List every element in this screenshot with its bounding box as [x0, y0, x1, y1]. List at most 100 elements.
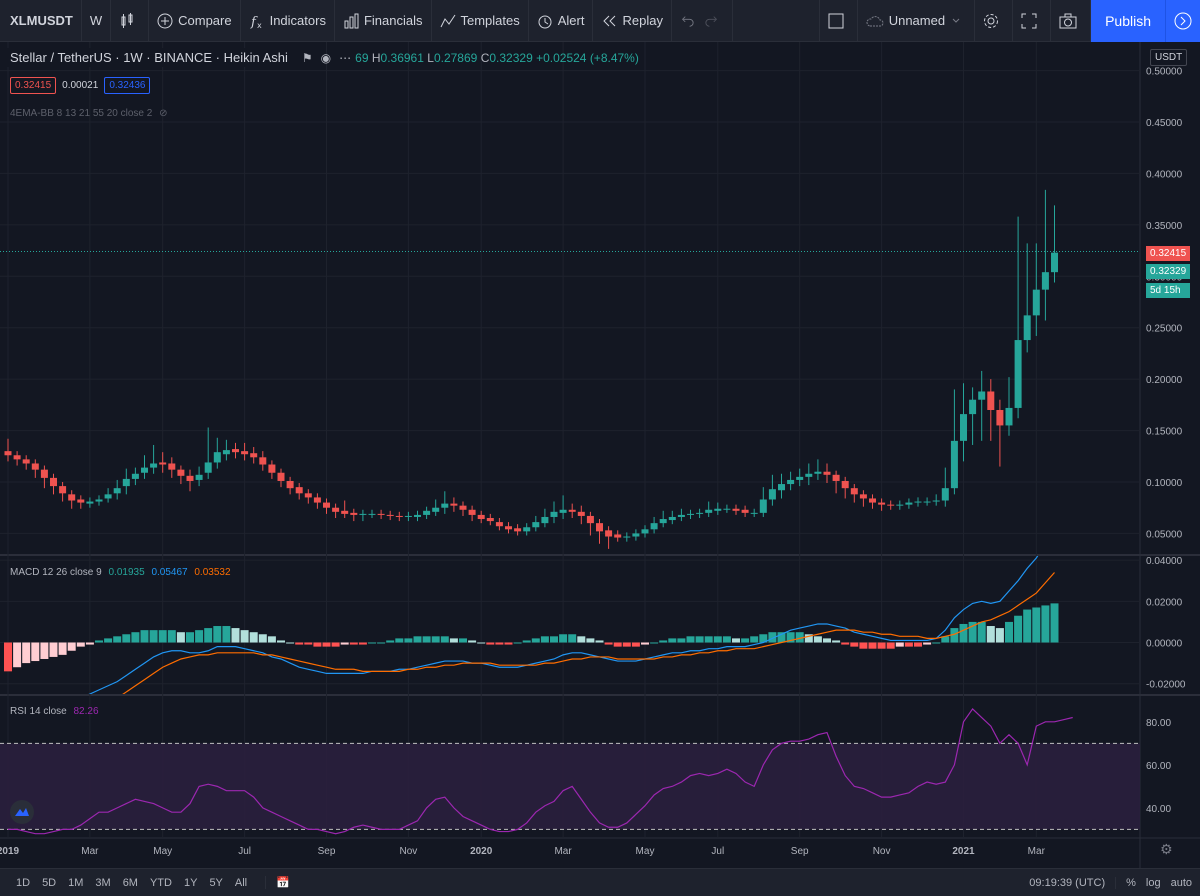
candle-body	[532, 522, 540, 528]
macd-histogram-bar	[22, 642, 31, 664]
signal-line	[122, 572, 1055, 694]
macd-histogram-bar	[786, 632, 795, 643]
clock-button[interactable]: 09:19:39 (UTC)	[1029, 876, 1106, 889]
candle-body	[550, 511, 558, 517]
candle-body	[932, 500, 940, 502]
macd-histogram-bar	[550, 636, 558, 643]
signal-value: 0.05467	[151, 567, 188, 578]
macd-histogram-bar	[732, 638, 740, 643]
interval-button[interactable]: W	[82, 0, 112, 42]
candle-body	[368, 513, 376, 515]
candle-body	[514, 528, 522, 532]
range-5y[interactable]: 5Y	[209, 876, 223, 889]
range-5d[interactable]: 5D	[42, 876, 57, 889]
macd-histogram-bar	[850, 642, 859, 647]
series-title[interactable]: Stellar / TetherUS · 1W · BINANCE · Heik…	[4, 48, 294, 67]
currency-button[interactable]: USDT	[1150, 49, 1188, 66]
macd-histogram-bar	[1005, 621, 1013, 643]
settings-button[interactable]	[975, 0, 1014, 42]
macd-histogram-bar	[231, 628, 240, 643]
candle-body	[113, 488, 121, 494]
redo-icon[interactable]	[705, 14, 719, 28]
ema-legend-label: 4EMA-BB 8 13 21 55 20 close 2	[10, 108, 153, 119]
macd-histogram-bar	[595, 640, 604, 643]
date-ranges: 1D 5D 1M 3M 6M YTD 1Y 5Y All	[0, 877, 253, 889]
financials-button[interactable]: Financials	[335, 0, 432, 42]
macd-histogram-bar	[795, 632, 804, 643]
goto-date-icon[interactable]: 📅	[265, 876, 290, 889]
price-tick-label: 0.40000	[1146, 169, 1183, 180]
flag-icon[interactable]: ⚑	[301, 50, 313, 65]
candle-body	[122, 478, 130, 487]
more-icon[interactable]: ⋯	[339, 50, 352, 65]
macd-histogram-bar	[395, 638, 404, 643]
macd-histogram-bar	[540, 636, 549, 643]
multi-layout-button[interactable]	[818, 0, 858, 42]
layout-name-button[interactable]: Unnamed	[858, 0, 976, 42]
macd-histogram-bar	[422, 636, 431, 643]
price-tick-label: 0.50000	[1146, 67, 1183, 78]
macd-histogram-bar	[568, 634, 577, 643]
time-tick-label: Jul	[711, 846, 724, 857]
candle-body	[450, 503, 458, 506]
range-1m[interactable]: 1M	[68, 876, 84, 889]
macd-histogram-bar	[67, 642, 76, 651]
macd-histogram-bar	[49, 642, 58, 657]
candle-body	[732, 508, 740, 511]
chart-canvas[interactable]: 0.500000.450000.400000.350000.300000.250…	[0, 42, 1200, 868]
candle-body	[377, 513, 385, 515]
candle-body	[486, 518, 494, 522]
range-6m[interactable]: 6M	[122, 876, 138, 889]
macd-histogram-bar	[404, 638, 413, 643]
percent-scale-toggle[interactable]: %	[1115, 876, 1136, 889]
compare-button[interactable]: Compare	[149, 0, 241, 42]
candle-body	[905, 502, 913, 505]
replay-button[interactable]: Replay	[593, 0, 672, 42]
candle-body	[59, 486, 67, 494]
macd-histogram-bar	[440, 636, 449, 643]
macd-histogram-bar	[1050, 603, 1059, 643]
eye-icon[interactable]: ◉	[320, 50, 332, 65]
candle-body	[614, 534, 622, 538]
macd-legend[interactable]: MACD 12 26 close 9 0.01935 0.05467 0.035…	[10, 567, 231, 578]
rsi-legend[interactable]: RSI 14 close 82.26	[10, 706, 99, 717]
undo-button[interactable]	[672, 0, 733, 42]
ema-indicator-legend[interactable]: 4EMA-BB 8 13 21 55 20 close 2 ⊘	[10, 108, 167, 119]
candle-body	[723, 508, 731, 510]
range-all[interactable]: All	[234, 876, 248, 889]
candle-body	[68, 494, 76, 501]
range-1d[interactable]: 1D	[16, 876, 31, 889]
price-tick-label: 0.10000	[1146, 478, 1183, 489]
fullscreen-button[interactable]	[1013, 0, 1052, 42]
alert-button[interactable]: Alert	[529, 0, 594, 42]
macd-histogram-bar	[886, 642, 895, 649]
publish-button[interactable]: Publish	[1091, 0, 1165, 42]
candle-body	[923, 501, 931, 503]
chart-style-button[interactable]	[111, 0, 150, 42]
symbol-search-button[interactable]: XLMUSDT	[0, 0, 82, 42]
candle-body	[141, 467, 148, 473]
snapshot-button[interactable]	[1051, 0, 1092, 42]
range-ytd[interactable]: YTD	[149, 876, 172, 889]
macd-histogram-bar	[686, 636, 695, 643]
macd-tick-label: 0.00000	[1146, 639, 1183, 650]
tradingview-logo-icon[interactable]	[10, 800, 34, 824]
range-1y[interactable]: 1Y	[183, 876, 198, 889]
bar-countdown-tag: 5d 15h	[1146, 283, 1190, 298]
macd-histogram-bar	[240, 630, 249, 643]
candle-body	[559, 509, 567, 513]
rsi-value: 82.26	[73, 706, 99, 717]
eye-off-icon[interactable]: ⊘	[159, 108, 168, 119]
time-tick-label: Mar	[554, 846, 572, 857]
buy-price-button[interactable]: 0.32436	[104, 77, 151, 94]
range-3m[interactable]: 3M	[95, 876, 111, 889]
sell-price-button[interactable]: 0.32415	[10, 77, 57, 94]
candle-body	[459, 505, 467, 510]
publish-menu-button[interactable]	[1165, 0, 1200, 42]
templates-button[interactable]: Templates	[432, 0, 529, 42]
candle-body	[832, 474, 840, 481]
log-scale-toggle[interactable]: log	[1145, 876, 1161, 889]
candle-body	[150, 463, 158, 468]
auto-scale-toggle[interactable]: auto	[1170, 876, 1192, 889]
